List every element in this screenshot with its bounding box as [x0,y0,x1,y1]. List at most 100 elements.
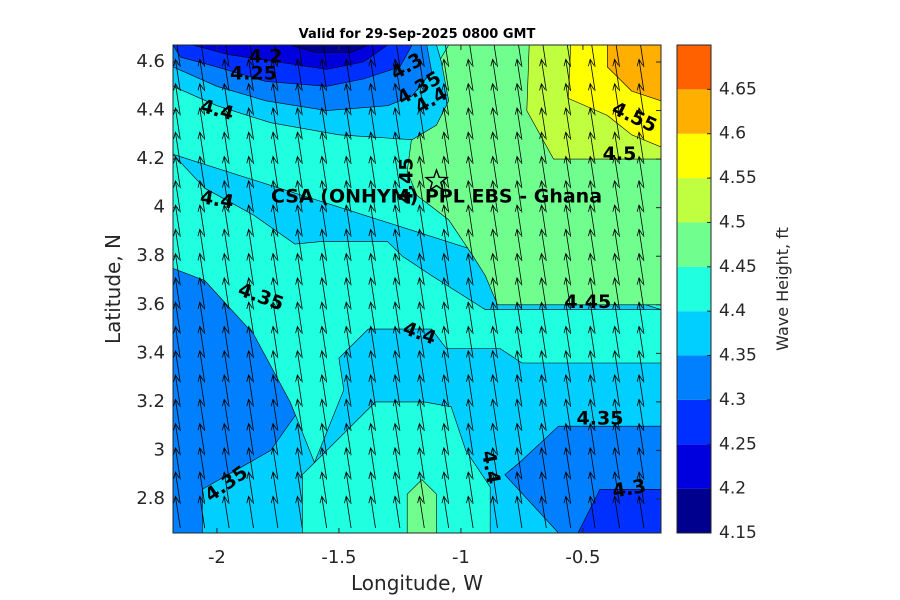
y-tick-label: 4 [154,197,165,218]
wind-arrow [588,107,596,140]
contour-label: 4.35 [577,407,624,429]
wind-arrow [319,422,328,456]
wind-arrow [344,131,352,165]
wind-arrow [197,82,206,116]
wind-arrow [222,155,230,189]
wind-arrow [392,252,401,286]
wind-arrow [612,107,620,140]
wind-arrow [563,398,572,432]
y-tick-label: 4.6 [136,51,165,72]
colorbar-segment [677,399,711,445]
wind-arrow [222,398,230,432]
wind-arrow [344,471,352,504]
wind-arrow [173,131,181,165]
y-tick-label: 3.4 [136,342,165,363]
wind-arrow [539,204,547,237]
wind-arrow [319,155,328,189]
colorbar-segment [677,45,711,90]
wind-arrow [490,82,498,116]
wind-arrow [514,204,523,237]
wind-arrow [612,398,620,432]
wind-arrow [173,374,181,407]
wind-arrow [563,131,572,165]
wind-arrow [539,82,547,116]
wind-arrow [563,107,572,140]
wind-arrow [344,349,352,383]
wind-arrow [173,422,181,456]
wind-arrow [514,398,523,432]
wind-arrow [514,495,523,529]
wind-arrow [490,398,498,432]
wind-arrow [319,131,328,165]
colorbar-tick-label: 4.5 [719,212,746,232]
wind-arrow [563,422,572,456]
wind-arrow [392,398,401,432]
wind-arrow [344,398,352,432]
wind-arrow [368,58,376,92]
wind-arrow [295,107,303,140]
wind-arrow [368,495,376,529]
wind-arrow [344,228,352,262]
colorbar-segment [677,133,711,179]
wind-arrow [222,228,230,262]
wind-arrow [295,155,303,189]
wind-arrow [344,446,352,480]
wind-arrow [563,446,572,480]
wind-arrow [514,446,523,480]
wind-arrow [222,107,230,140]
wind-arrow [441,374,450,407]
wind-arrow [636,301,645,334]
station-star-icon [424,167,449,192]
wind-arrow [298,45,303,67]
wind-arrow [588,58,596,92]
wind-arrow [295,58,303,92]
wind-arrow [368,107,376,140]
wind-arrow [295,82,303,116]
x-tick-label: -1 [452,547,470,568]
wind-arrow [295,398,303,432]
contour-label: 4.45 [564,291,611,313]
wind-arrow [173,398,181,432]
wind-arrow [514,374,523,407]
wind-arrow [514,107,523,140]
wind-arrow [368,349,376,383]
y-tick-label: 3.8 [136,245,165,266]
wind-arrow [246,471,254,504]
wind-arrow [514,471,523,504]
wind-arrow [441,204,450,237]
wind-arrow [344,204,352,237]
wind-arrow [417,131,425,165]
wind-arrow [173,58,181,92]
wind-arrow [319,252,328,286]
contour-fill-4-45 [406,479,437,533]
wind-arrow [636,252,645,286]
wind-arrow [636,107,645,140]
wind-arrow [295,422,303,456]
contour-label: 4.45 [396,158,418,205]
wind-arrow [466,58,474,92]
wind-arrow [197,301,206,334]
wind-arrow [392,276,401,310]
wind-arrow [563,252,572,286]
wind-arrow [466,471,474,504]
wind-arrow [246,107,254,140]
wind-arrow [588,155,596,189]
wind-arrow [636,204,645,237]
wind-arrow [347,45,352,67]
wind-arrow [640,45,645,67]
wind-arrow [466,179,474,213]
wind-arrow [249,45,254,67]
wind-arrow [417,374,425,407]
wind-arrow [270,179,279,213]
wind-arrow [246,398,254,432]
wind-arrow [563,349,572,383]
wind-arrow [612,446,620,480]
wind-arrow [563,179,572,213]
wind-arrow [392,349,401,383]
wind-arrow [539,155,547,189]
wind-arrow [368,228,376,262]
wind-arrow [392,155,401,189]
wind-arrow [368,131,376,165]
wind-arrow [636,374,645,407]
wind-arrow [542,45,547,67]
